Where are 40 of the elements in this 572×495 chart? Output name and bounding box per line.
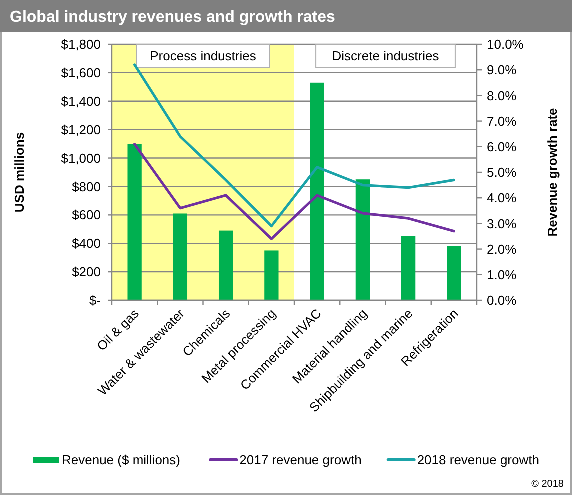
y-tick-label: $200: [72, 264, 101, 280]
line-series: [134, 64, 456, 228]
bar: [401, 236, 416, 300]
bar: [447, 246, 462, 300]
legend-label: 2017 revenue growth: [240, 452, 362, 468]
y2-tick-label: 7.0%: [487, 114, 518, 129]
y-tick-label: $1,600: [61, 65, 101, 80]
y-tick-label: $1,800: [61, 37, 101, 52]
y-tick-label: $400: [72, 236, 101, 252]
legend-label: Revenue ($ millions): [62, 452, 180, 468]
y-tick-label: $1,200: [61, 122, 101, 138]
y2-tick-label: 3.0%: [487, 216, 518, 232]
band-label: Discrete industries: [332, 48, 440, 64]
y-tick-label: $-: [89, 293, 101, 308]
bar: [128, 144, 142, 300]
chart-title: Global industry revenues and growth rates: [10, 9, 336, 26]
y-tick-label: $1,400: [61, 94, 101, 109]
y-axis-title: USD millions: [12, 132, 27, 213]
bar: [356, 180, 370, 300]
line-series: [134, 143, 456, 240]
y2-tick-label: 5.0%: [487, 165, 518, 180]
bar: [218, 230, 234, 300]
y2-tick-label: 0.0%: [487, 293, 518, 308]
y2-tick-label: 2.0%: [487, 242, 518, 257]
y2-tick-label: 6.0%: [487, 139, 518, 154]
y2-axis-title: Revenue growth rate: [545, 108, 560, 237]
band-label: Process industries: [150, 48, 257, 64]
y-tick-label: $800: [72, 179, 101, 194]
legend-label: 2018 revenue growth: [417, 452, 540, 468]
text: © 2018: [532, 479, 564, 490]
y2-tick-label: 4.0%: [487, 190, 518, 206]
bar: [310, 82, 324, 300]
y2-tick-label: 9.0%: [487, 62, 518, 78]
y-tick-label: $600: [72, 208, 101, 223]
y2-tick-label: 8.0%: [487, 88, 518, 104]
bar: [264, 250, 279, 300]
bar: [173, 214, 188, 300]
y2-tick-label: 1.0%: [487, 267, 518, 282]
y2-tick-label: 10.0%: [487, 37, 524, 52]
y-tick-label: $1,000: [61, 150, 101, 166]
